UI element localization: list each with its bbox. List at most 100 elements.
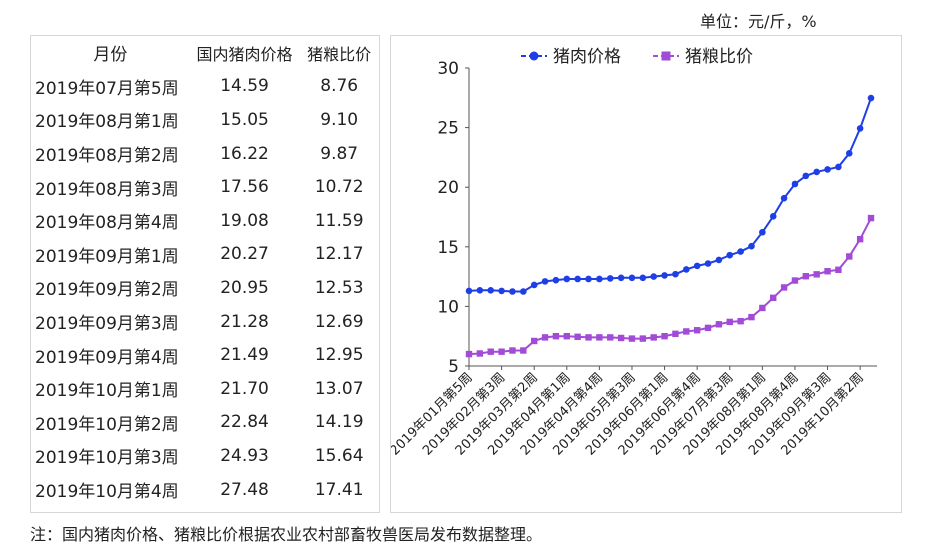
data-point (791, 180, 799, 188)
data-point (704, 260, 712, 267)
data-point (487, 287, 495, 294)
series-line-pork-price (468, 97, 872, 293)
data-point (780, 284, 788, 291)
data-point (487, 348, 494, 355)
data-point (509, 347, 516, 354)
cell-hog-grain-ratio: 13.07 (314, 378, 364, 399)
data-point (509, 288, 516, 295)
cell-month: 2019年07月第5周 (35, 78, 179, 99)
data-point (759, 228, 766, 236)
data-point (867, 214, 875, 222)
data-point (639, 335, 647, 342)
cell-hog-grain-ratio: 12.69 (314, 311, 364, 332)
data-point (856, 125, 864, 132)
data-point (552, 333, 560, 340)
data-point (574, 275, 581, 283)
table-row: 2019年10月第1周 21.70 13.07 (31, 372, 379, 406)
data-point (846, 253, 853, 260)
data-point (498, 348, 505, 355)
data-point (824, 268, 831, 275)
header-pork-price: 国内猪肉价格 (196, 44, 293, 64)
cell-month: 2019年09月第3周 (35, 314, 179, 335)
unit-label: 单位：元/斤，% (700, 12, 817, 31)
cell-pork-price: 27.48 (220, 479, 269, 500)
data-point (661, 333, 668, 340)
data-point (476, 350, 484, 357)
data-point (476, 287, 484, 294)
data-point (628, 335, 636, 342)
data-point (585, 334, 592, 341)
data-point (541, 278, 549, 285)
data-point (748, 242, 755, 250)
cell-pork-price: 20.27 (220, 244, 269, 265)
data-point (813, 168, 820, 176)
data-point (563, 333, 570, 340)
legend-marker-circle (529, 51, 539, 61)
cell-hog-grain-ratio: 11.59 (314, 210, 364, 231)
cell-pork-price: 17.56 (220, 177, 269, 198)
price-table: 月份 国内猪肉价格 猪粮比价 2019年07月第5周 14.59 8.76 2019年… (31, 36, 379, 506)
data-point (520, 288, 527, 295)
data-point (552, 276, 560, 284)
table-row: 2019年09月第4周 21.49 12.95 (31, 338, 379, 372)
data-point (498, 287, 505, 295)
data-point (563, 275, 571, 283)
data-point (617, 334, 625, 342)
data-point (791, 277, 799, 284)
cell-pork-price: 21.70 (220, 378, 269, 399)
cell-hog-grain-ratio: 10.72 (314, 177, 364, 198)
table-row: 2019年08月第3周 17.56 10.72 (31, 170, 379, 204)
data-point (759, 304, 766, 312)
cell-pork-price: 16.22 (220, 143, 269, 164)
table-header-row: 月份 国内猪肉价格 猪粮比价 (31, 36, 379, 70)
series-line-hog-grain-ratio (468, 217, 872, 356)
y-tick-label: 15 (437, 238, 459, 258)
cell-month: 2019年10月第4周 (35, 482, 179, 503)
y-tick-label: 25 (437, 119, 459, 139)
y-tick-label: 20 (437, 178, 459, 198)
data-point (715, 321, 723, 328)
data-point (693, 327, 701, 334)
data-point (465, 287, 473, 295)
data-point (650, 273, 658, 280)
table-row: 2019年10月第2周 22.84 14.19 (31, 406, 379, 440)
line-chart: 510152025302019年01月第5周2019年02月第3周2019年03… (391, 47, 877, 459)
cell-hog-grain-ratio: 12.53 (314, 277, 364, 298)
table-row: 2019年09月第3周 21.28 12.69 (31, 305, 379, 339)
y-tick-label: 5 (448, 357, 459, 377)
cell-month: 2019年08月第2周 (35, 146, 179, 167)
legend-label: 猪肉价格 (553, 47, 621, 67)
cell-hog-grain-ratio: 9.87 (320, 143, 359, 164)
header-month: 月份 (93, 45, 128, 66)
cell-month: 2019年09月第4周 (35, 347, 179, 368)
data-point (867, 94, 875, 102)
data-point (726, 251, 734, 259)
cell-hog-grain-ratio: 14.19 (314, 412, 364, 433)
data-point (606, 275, 614, 282)
data-point (715, 256, 723, 264)
y-tick-label: 10 (437, 297, 459, 317)
data-point (802, 273, 810, 280)
footnote: 注：国内猪肉价格、猪粮比价根据农业农村部畜牧兽医局发布数据整理。 (30, 525, 543, 544)
table-row: 2019年09月第1周 20.27 12.17 (31, 238, 379, 272)
data-point (541, 334, 549, 341)
data-point (672, 270, 679, 278)
data-point (683, 328, 690, 335)
data-point (737, 317, 744, 325)
data-point (585, 275, 592, 283)
data-point (596, 334, 603, 341)
cell-month: 2019年08月第1周 (35, 112, 179, 133)
table-row: 2019年08月第4周 19.08 11.59 (31, 204, 379, 238)
cell-pork-price: 21.28 (220, 311, 269, 332)
legend-marker-square (661, 51, 671, 61)
legend-label: 猪粮比价 (685, 47, 753, 67)
data-point (769, 212, 777, 220)
table-row: 2019年08月第1周 15.05 9.10 (31, 103, 379, 137)
data-point (596, 275, 603, 283)
cell-month: 2019年10月第1周 (35, 381, 179, 402)
data-point (802, 172, 810, 180)
data-point (530, 281, 538, 289)
cell-pork-price: 20.95 (220, 277, 269, 298)
table-row: 2019年10月第3周 24.93 15.64 (31, 439, 379, 473)
data-point (530, 337, 538, 345)
